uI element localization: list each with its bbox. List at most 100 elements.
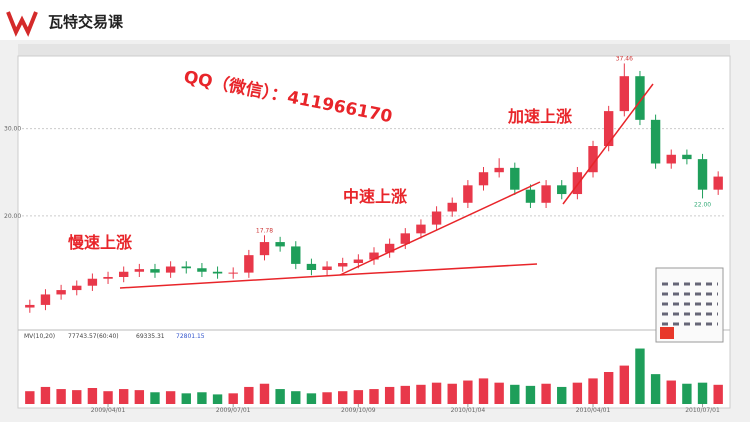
candle-body xyxy=(275,242,285,247)
palette-tool[interactable] xyxy=(660,327,674,339)
volume-bar xyxy=(291,391,301,404)
volume-bar xyxy=(666,380,676,404)
candle-body xyxy=(228,272,238,274)
candle-body xyxy=(353,259,364,264)
volume-bar xyxy=(103,391,113,404)
candle-body xyxy=(682,154,692,160)
candle-body xyxy=(56,290,66,295)
volume-bar xyxy=(369,389,379,404)
candle-body xyxy=(244,255,254,273)
candle-body xyxy=(619,76,630,112)
annotation: 加速上涨 xyxy=(507,107,572,126)
trend-line xyxy=(339,263,538,276)
volume-bar xyxy=(463,380,473,404)
y-tick-label: 30.00 xyxy=(4,126,21,133)
trend-line xyxy=(119,274,341,289)
candle-body xyxy=(572,172,583,195)
legend-text: 72801.15 xyxy=(176,333,205,340)
trend-line xyxy=(339,181,541,276)
candle-body xyxy=(400,233,410,244)
volume-legend: MV(10,20) 77743.57(60:40) 69335.31 72801.15 xyxy=(24,333,205,340)
volume-bar xyxy=(494,382,504,404)
x-tick-label: 2009/10/09 xyxy=(341,407,376,414)
volume-bar xyxy=(510,384,520,404)
candle-body xyxy=(447,202,457,212)
candle-body xyxy=(416,224,426,234)
candle-body xyxy=(431,211,442,225)
annotation: 慢速上涨 xyxy=(68,233,132,252)
candle-body xyxy=(103,276,113,279)
volume-bar xyxy=(275,389,285,404)
candle-body xyxy=(25,304,35,308)
volume-bar xyxy=(525,385,536,404)
volume-bar xyxy=(431,382,442,404)
price-label: 22.00 xyxy=(694,201,711,208)
volume-bar xyxy=(72,390,82,404)
y-tick-label: 20.00 xyxy=(4,213,21,220)
volume-bar xyxy=(244,386,254,404)
palette-tools[interactable] xyxy=(662,282,718,326)
candle-body xyxy=(72,285,82,291)
candle-body xyxy=(588,146,598,173)
annotation: 中速上涨 xyxy=(343,187,407,206)
brand: 瓦特交易课 xyxy=(48,13,124,31)
volume-bar xyxy=(557,386,567,404)
volume-bar xyxy=(165,391,176,404)
candle-body xyxy=(87,278,98,286)
volume-bar xyxy=(259,383,270,404)
volume-bar xyxy=(588,378,598,404)
volume-bar xyxy=(572,382,583,404)
candle-body xyxy=(541,185,551,203)
candle-body xyxy=(697,159,708,190)
candle-body xyxy=(510,167,520,190)
toolbar xyxy=(18,44,730,56)
candle-body xyxy=(557,185,567,195)
volume-bar xyxy=(697,382,708,404)
logo xyxy=(6,11,38,37)
volume-bar xyxy=(25,391,35,404)
volume-bar xyxy=(228,393,238,404)
candle-body xyxy=(666,154,676,164)
candle-body xyxy=(635,76,645,120)
price-label: 37.46 xyxy=(616,55,633,62)
price-label: 17.78 xyxy=(256,227,273,234)
x-tick-label: 2010/07/01 xyxy=(685,407,720,414)
candle-body xyxy=(322,266,332,270)
volume-bar xyxy=(384,386,395,404)
volume-bar xyxy=(447,383,457,404)
volume-bar xyxy=(682,383,692,404)
volume-bar xyxy=(40,386,51,404)
volume-bar xyxy=(338,391,348,404)
volume-bar xyxy=(150,392,160,404)
volume-bar xyxy=(118,389,129,404)
candle-body xyxy=(165,266,176,273)
candle-body xyxy=(40,294,51,305)
x-tick-label: 2010/01/04 xyxy=(451,407,486,414)
volume-bar xyxy=(353,390,364,404)
volume-bar xyxy=(416,384,426,404)
volume-bar xyxy=(212,394,223,404)
candle-body xyxy=(525,189,536,203)
candle-body xyxy=(494,167,504,173)
volume-bar xyxy=(619,365,630,404)
volume-bar xyxy=(197,392,207,404)
volume-bar xyxy=(713,384,723,404)
candle-body xyxy=(338,263,348,267)
volume-bar xyxy=(306,393,317,404)
volume-bar xyxy=(650,374,661,404)
drawing-palette xyxy=(655,267,724,343)
volume-bar xyxy=(134,390,145,404)
candle-body xyxy=(384,243,395,253)
candle-body xyxy=(259,242,270,256)
volume-bar xyxy=(322,392,332,404)
trend-line xyxy=(562,83,654,205)
candle-body xyxy=(369,252,379,260)
volume-bar xyxy=(56,389,66,404)
volume-bar xyxy=(603,372,614,404)
volume-bar xyxy=(541,383,551,404)
candle-body xyxy=(603,111,614,147)
legend-text: 77743.57(60:40) xyxy=(68,333,119,340)
legend-text: MV(10,20) xyxy=(24,333,55,340)
candle-body xyxy=(713,176,723,190)
